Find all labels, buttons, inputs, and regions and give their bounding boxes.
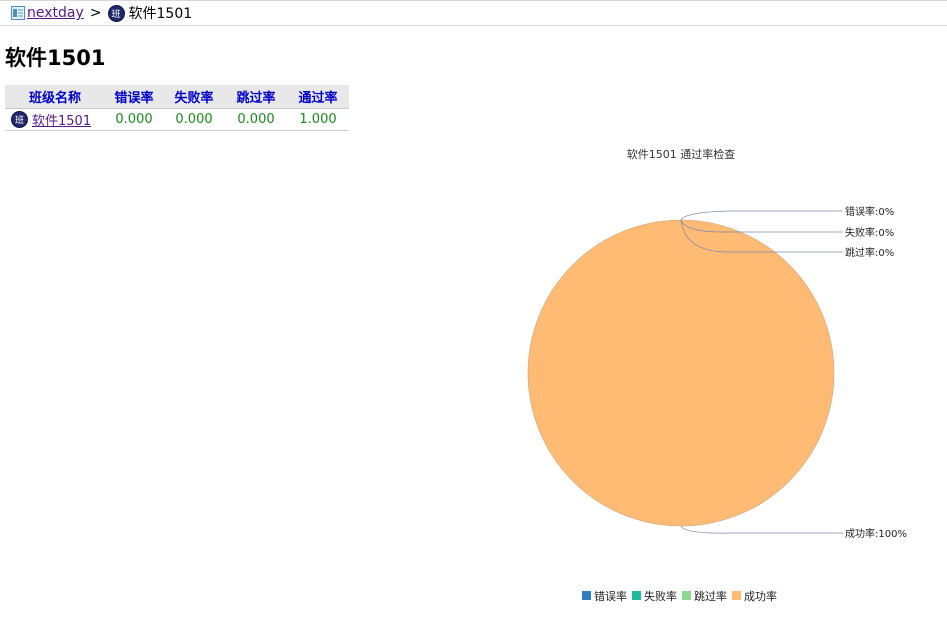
leader-line-0	[680, 210, 843, 221]
breadcrumb-current: 软件1501	[128, 6, 193, 22]
breadcrumb-root-link[interactable]: nextday	[27, 5, 84, 21]
leader-line-1	[680, 219, 843, 233]
fail-rate-cell: 0.000	[163, 108, 225, 131]
column-header-skip-rate: 跳过率	[225, 85, 287, 109]
legend-swatch-3[interactable]	[732, 591, 741, 600]
legend-swatch-2[interactable]	[682, 591, 691, 600]
class-name-cell: 班软件1501	[5, 108, 105, 131]
column-header-class-name: 班级名称	[5, 85, 105, 109]
class-name-link[interactable]: 软件1501	[32, 114, 92, 129]
page-title: 软件1501	[5, 46, 106, 70]
slice-label-2: 跳过率:0%	[845, 246, 894, 259]
stats-table: 班级名称 错误率 失败率 跳过率 通过率 班软件1501 0.000 0.000…	[5, 85, 349, 131]
column-header-error-rate: 错误率	[105, 85, 163, 109]
legend-swatch-0[interactable]	[582, 591, 591, 600]
skip-rate-cell: 0.000	[225, 108, 287, 131]
legend-label-3[interactable]: 成功率	[744, 589, 777, 603]
leader-line-2	[680, 219, 843, 253]
table-row: 班软件1501 0.000 0.000 0.000 1.000	[5, 108, 349, 131]
pie-chart-svg: 软件1501 通过率检查 错误率:0%失败率:0%跳过率:0%成功率:100% …	[527, 147, 907, 603]
chart-title: 软件1501 通过率检查	[627, 147, 736, 161]
column-header-fail-rate: 失败率	[163, 85, 225, 109]
legend-label-0[interactable]: 错误率	[594, 589, 627, 603]
error-rate-cell: 0.000	[105, 108, 163, 131]
class-badge-icon: 班	[107, 4, 125, 22]
legend-label-1[interactable]: 失败率	[644, 589, 677, 603]
pass-rate-chart: 软件1501 通过率检查 错误率:0% 失败率:0% 跳过率:0% 成功率:100% …	[500, 140, 947, 618]
breadcrumb: nextday > 班 软件1501	[0, 0, 947, 26]
pass-rate-cell: 1.000	[287, 108, 349, 131]
legend-label-2[interactable]: 跳过率	[694, 589, 727, 603]
column-header-pass-rate: 通过率	[287, 85, 349, 109]
leader-line-3	[680, 525, 843, 534]
slice-label-3: 成功率:100%	[845, 527, 907, 540]
page-icon	[11, 6, 25, 20]
pie-slice-3	[527, 219, 835, 527]
legend-swatch-1[interactable]	[632, 591, 641, 600]
table-header-row: 班级名称 错误率 失败率 跳过率 通过率	[5, 85, 349, 109]
slice-label-0: 错误率:0%	[845, 205, 894, 218]
slice-label-1: 失败率:0%	[845, 226, 894, 239]
class-badge-icon: 班	[11, 111, 28, 128]
breadcrumb-separator: >	[89, 5, 102, 21]
